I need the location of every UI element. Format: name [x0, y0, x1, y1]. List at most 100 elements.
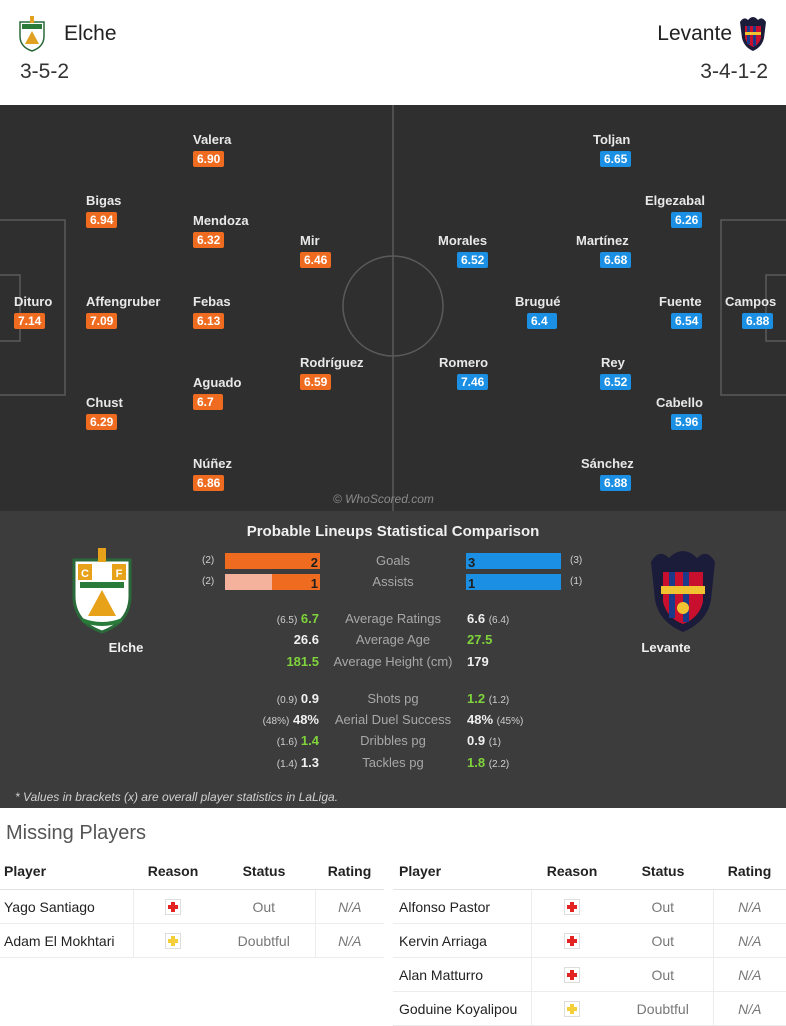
- player-name: Toljan: [593, 132, 631, 147]
- player-card[interactable]: Febas 6.13: [193, 294, 283, 330]
- match-header: Elche 3-5-2 Levante 3-4-1-2: [0, 0, 786, 106]
- player-card[interactable]: Martínez 6.68: [576, 233, 666, 269]
- stat-row: (0.9) 0.9 Shots pg 1.2 (1.2): [0, 689, 786, 709]
- player-card[interactable]: Fuente 6.54: [659, 294, 749, 330]
- player-rating: 6.4: [527, 313, 557, 329]
- player-name: Núñez: [193, 456, 232, 471]
- missing-player-name[interactable]: Adam El Mokhtari: [0, 923, 133, 958]
- col-reason: Reason: [531, 853, 613, 890]
- watermark: © WhoScored.com: [333, 492, 434, 506]
- missing-player-name[interactable]: Alan Matturro: [393, 957, 531, 992]
- home-overall-assists: (2): [202, 576, 215, 587]
- away-goals-bar: 3: [466, 553, 561, 570]
- missing-rating: N/A: [314, 889, 384, 924]
- player-name: Martínez: [576, 233, 629, 248]
- player-rating: 6.52: [600, 374, 632, 390]
- player-card[interactable]: Affengruber 7.09: [86, 294, 176, 330]
- stat-label: Average Ratings: [345, 611, 441, 626]
- away-team-name[interactable]: Levante: [657, 22, 732, 45]
- home-team-name[interactable]: Elche: [64, 22, 117, 45]
- lineup-comparison: Probable Lineups Statistical Comparison …: [0, 511, 786, 808]
- player-rating: 6.59: [300, 374, 332, 390]
- player-name: Sánchez: [581, 456, 634, 471]
- svg-text:C: C: [81, 568, 89, 580]
- player-card[interactable]: Brugué 6.4: [515, 294, 605, 330]
- pitch-lines: [0, 105, 786, 511]
- missing-rating: N/A: [314, 923, 384, 958]
- missing-players-title: Missing Players: [6, 822, 147, 844]
- table-row: Kervin Arriaga Out N/A: [393, 923, 786, 958]
- player-card[interactable]: Cabello 5.96: [656, 395, 746, 431]
- missing-rating: N/A: [712, 923, 786, 958]
- missing-rating: N/A: [712, 957, 786, 992]
- stat-label: Dribbles pg: [360, 733, 426, 748]
- home-goals-value: 2: [310, 555, 318, 570]
- stat-label-goals: Goals: [376, 553, 410, 568]
- missing-player-name[interactable]: Yago Santiago: [0, 889, 133, 924]
- player-rating: 6.90: [193, 151, 225, 167]
- player-card[interactable]: Toljan 6.65: [593, 132, 683, 168]
- home-formation: 3-5-2: [20, 60, 70, 83]
- elche-crest-icon: [19, 16, 45, 52]
- away-stat-value: 48% (45%): [467, 712, 524, 727]
- away-stat-value: 1.2 (1.2): [467, 691, 510, 706]
- comparison-title: Probable Lineups Statistical Comparison: [246, 523, 540, 540]
- player-card[interactable]: Chust 6.29: [86, 395, 176, 431]
- player-name: Aguado: [193, 375, 242, 390]
- player-name: Rey: [601, 355, 625, 370]
- player-name: Valera: [193, 132, 232, 147]
- missing-player-name[interactable]: Kervin Arriaga: [393, 923, 531, 958]
- player-name: Brugué: [515, 294, 561, 309]
- player-card[interactable]: Sánchez 6.88: [581, 456, 671, 492]
- doubtful-icon: [165, 933, 182, 950]
- home-stat-value: (1.6) 1.4: [276, 733, 319, 748]
- levante-crest-icon: [651, 551, 715, 632]
- home-goals-bar: 2: [225, 553, 320, 570]
- svg-text:F: F: [116, 568, 123, 580]
- player-card[interactable]: Morales 6.52: [438, 233, 528, 269]
- player-card[interactable]: Bigas 6.94: [86, 193, 176, 229]
- stat-label: Shots pg: [367, 691, 419, 706]
- home-assists-bar-track: 1: [225, 574, 320, 591]
- missing-player-name[interactable]: Goduine Koyalipou: [393, 991, 531, 1026]
- player-card[interactable]: Mir 6.46: [300, 233, 390, 269]
- col-player: Player: [393, 853, 531, 890]
- table-row: Alfonso Pastor Out N/A: [393, 889, 786, 924]
- player-card[interactable]: Rey 6.52: [600, 355, 691, 391]
- player-card[interactable]: Rodríguez 6.59: [300, 355, 390, 391]
- comparison-home-team: Elche: [108, 640, 144, 655]
- stat-row: (6.5) 6.7 Average Ratings 6.6 (6.4): [0, 609, 786, 629]
- player-card[interactable]: Elgezabal 6.26: [645, 193, 735, 229]
- col-rating: Rating: [713, 853, 786, 890]
- missing-status: Out: [213, 889, 315, 924]
- stat-row-assists: (2) 1 Assists 1 (1): [0, 572, 786, 592]
- player-rating: 7.14: [14, 313, 46, 329]
- comparison-away-team: Levante: [641, 640, 691, 655]
- missing-status: Out: [613, 923, 713, 958]
- player-card[interactable]: Núñez 6.86: [193, 456, 283, 492]
- player-name: Mendoza: [193, 213, 249, 228]
- player-name: Cabello: [656, 395, 703, 410]
- player-rating: 6.88: [742, 313, 774, 329]
- player-name: Febas: [193, 294, 231, 309]
- player-name: Chust: [86, 395, 123, 410]
- player-rating: 6.52: [457, 252, 489, 268]
- missing-player-name[interactable]: Alfonso Pastor: [393, 889, 531, 924]
- player-rating: 6.13: [193, 313, 225, 329]
- home-stat-value: (0.9) 0.9: [276, 691, 319, 706]
- player-rating: 6.94: [86, 212, 118, 228]
- home-missing-table: Player Reason Status Rating Yago Santiag…: [0, 853, 384, 958]
- player-card[interactable]: Valera 6.90: [193, 132, 283, 168]
- col-player: Player: [0, 853, 133, 890]
- player-card[interactable]: Dituro 7.14: [14, 294, 104, 330]
- player-card[interactable]: Campos 6.88: [725, 294, 786, 330]
- col-reason: Reason: [133, 853, 213, 890]
- player-rating: 5.96: [671, 414, 703, 430]
- home-overall-goals: (2): [202, 555, 215, 566]
- missing-status: Out: [613, 957, 713, 992]
- lineup-pitch: Dituro 7.14 Bigas 6.94 Affengruber 7.09 …: [0, 105, 786, 511]
- player-card[interactable]: Romero 7.46: [439, 355, 529, 391]
- player-card[interactable]: Mendoza 6.32: [193, 213, 283, 249]
- player-card[interactable]: Aguado 6.7: [193, 375, 283, 411]
- player-name: Rodríguez: [300, 355, 364, 370]
